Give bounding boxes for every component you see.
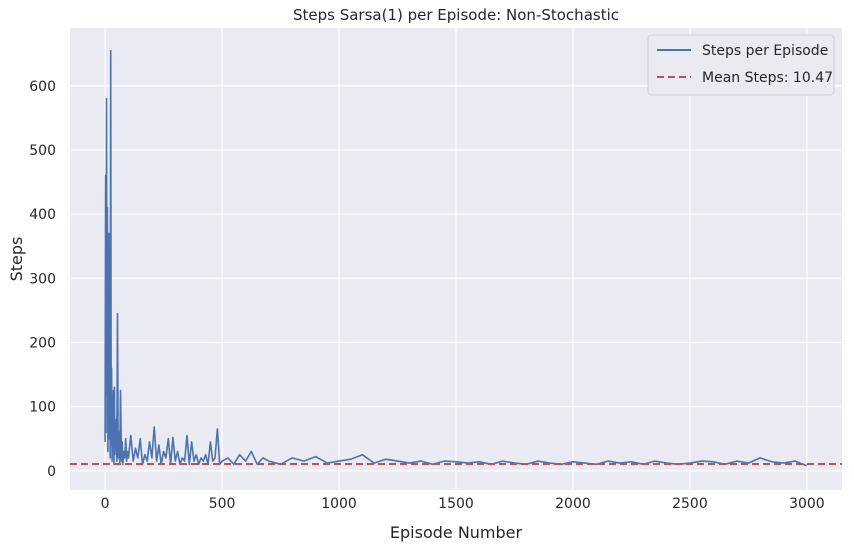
y-tick-label: 0 <box>47 464 56 480</box>
y-tick-label: 500 <box>29 143 56 159</box>
y-tick-label: 600 <box>29 79 56 95</box>
tick-labels: 0 500 1000 1500 2000 2500 3000 0 100 200 300 400 500… <box>29 79 824 512</box>
legend-label-steps: Steps per Episode <box>702 43 828 59</box>
x-axis-label: Episode Number <box>390 523 523 542</box>
y-tick-label: 400 <box>29 207 56 223</box>
x-tick-label: 1000 <box>321 496 357 512</box>
x-tick-label: 2500 <box>672 496 708 512</box>
x-tick-label: 2000 <box>555 496 591 512</box>
x-tick-label: 500 <box>209 496 236 512</box>
y-tick-label: 100 <box>29 400 56 416</box>
x-tick-label: 1500 <box>438 496 474 512</box>
legend-label-mean: Mean Steps: 10.47 <box>702 70 833 86</box>
y-tick-label: 200 <box>29 335 56 351</box>
legend-box <box>647 34 835 96</box>
series-line-steps-per-episode <box>104 49 807 467</box>
series-layer <box>70 49 842 467</box>
x-tick-label: 0 <box>101 496 110 512</box>
chart-title: Steps Sarsa(1) per Episode: Non-Stochast… <box>293 6 619 24</box>
y-axis-label: Steps <box>7 237 26 282</box>
legend: Steps per Episode Mean Steps: 10.47 <box>647 34 835 96</box>
y-tick-label: 300 <box>29 271 56 287</box>
x-tick-label: 3000 <box>789 496 825 512</box>
grid <box>70 28 842 490</box>
